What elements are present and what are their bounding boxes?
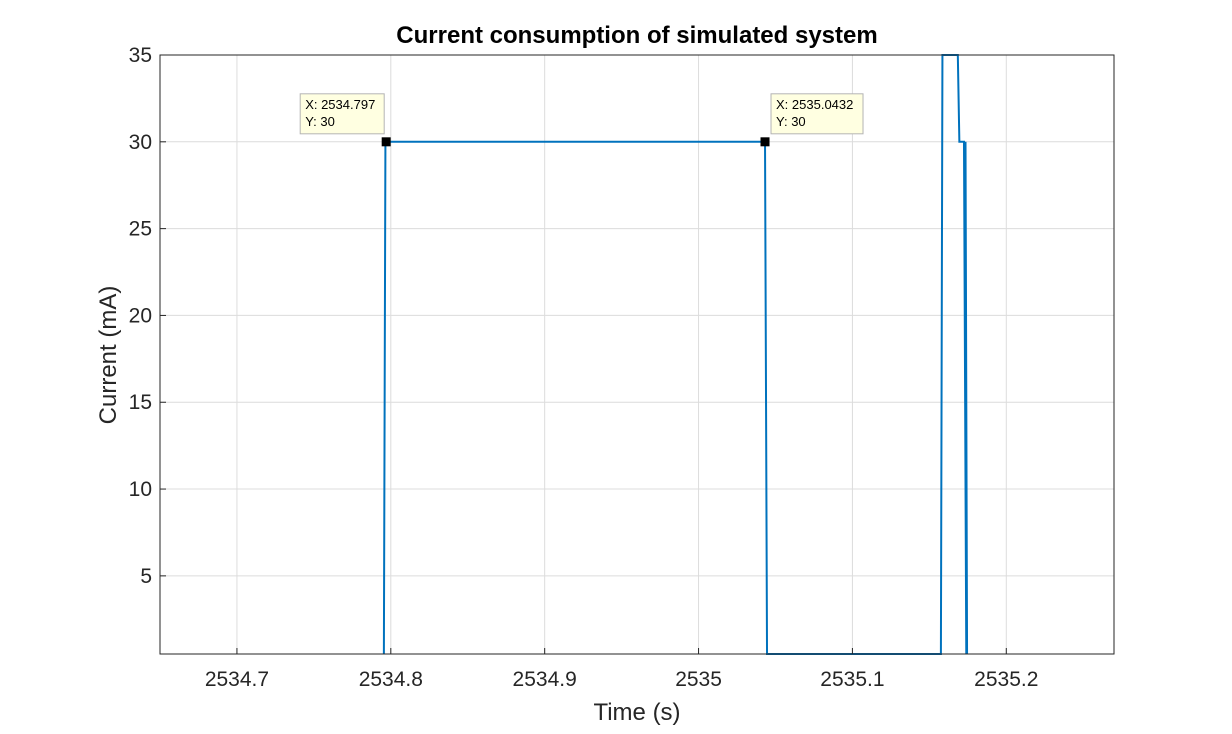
x-tick-label: 2535 — [675, 668, 722, 691]
ticks: 2534.7 2534.8 2534.9 2535 2535.1 2535.2510152… — [129, 44, 1039, 691]
chart-title: Current consumption of simulated system — [396, 22, 877, 49]
y-tick-label: 5 — [140, 565, 152, 588]
y-axis-label: Current (mA) — [95, 286, 122, 425]
x-tick-label: 2534.8 — [359, 668, 423, 691]
datatip-box — [299, 93, 385, 135]
datatip-y-text: Y: 30 — [776, 114, 806, 129]
datatip-box — [770, 93, 864, 135]
y-tick-label: 35 — [129, 44, 152, 67]
x-axis-label: Time (s) — [593, 699, 680, 726]
x-tick-label: 2534.9 — [513, 668, 577, 691]
x-tick-label: 2535.1 — [820, 668, 884, 691]
datatip[interactable]: X: 2534.797 Y: 30 — [299, 93, 391, 147]
y-tick-label: 10 — [129, 478, 152, 501]
datatip-y-text: Y: 30 — [305, 114, 335, 129]
y-tick-label: 15 — [129, 391, 152, 414]
datatip-marker — [760, 137, 770, 147]
y-tick-label: 30 — [129, 131, 152, 154]
y-tick-label: 20 — [129, 304, 152, 327]
x-tick-label: 2534.7 — [205, 668, 269, 691]
datatip-x-text: X: 2534.797 — [305, 97, 375, 112]
y-tick-label: 25 — [129, 218, 152, 241]
datatips: X: 2534.797 Y: 30 X: 2535.0432 Y: 30 — [299, 93, 864, 147]
datatip-marker — [381, 137, 391, 147]
axes-box — [159, 54, 1115, 655]
datatip-x-text: X: 2535.0432 — [776, 97, 853, 112]
x-tick-label: 2535.2 — [974, 668, 1038, 691]
datatip[interactable]: X: 2535.0432 Y: 30 — [760, 93, 864, 147]
